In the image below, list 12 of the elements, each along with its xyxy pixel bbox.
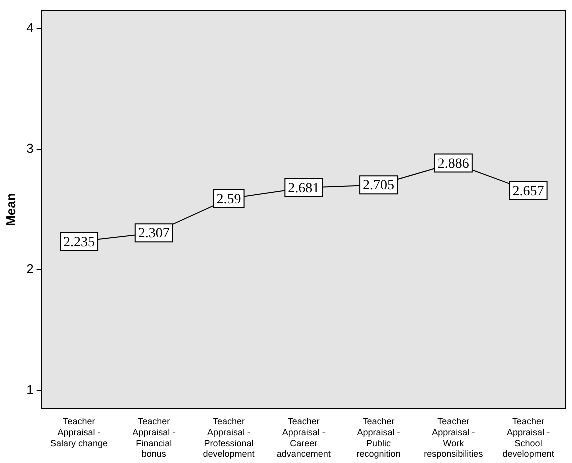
y-tick-label: 1 bbox=[26, 382, 34, 398]
x-tick-label: Teacher Appraisal - Salary change bbox=[50, 416, 108, 448]
x-tick-label: Teacher Appraisal - Professional development bbox=[203, 416, 256, 460]
y-tick-label: 2 bbox=[26, 262, 34, 277]
y-axis-title: Mean bbox=[3, 193, 18, 226]
y-tick-label: 4 bbox=[26, 20, 34, 36]
x-tick-label: Teacher Appraisal - Financial bonus bbox=[132, 416, 176, 460]
x-tick-label: Teacher Appraisal - Public recognition bbox=[356, 416, 401, 460]
x-tick-label: Teacher Appraisal - Career advancement bbox=[276, 416, 332, 460]
x-tick-label: Teacher Appraisal - School development bbox=[502, 416, 555, 460]
y-tick-label: 3 bbox=[26, 141, 34, 156]
x-tick-label: Teacher Appraisal - Work responsibilities bbox=[424, 416, 484, 460]
